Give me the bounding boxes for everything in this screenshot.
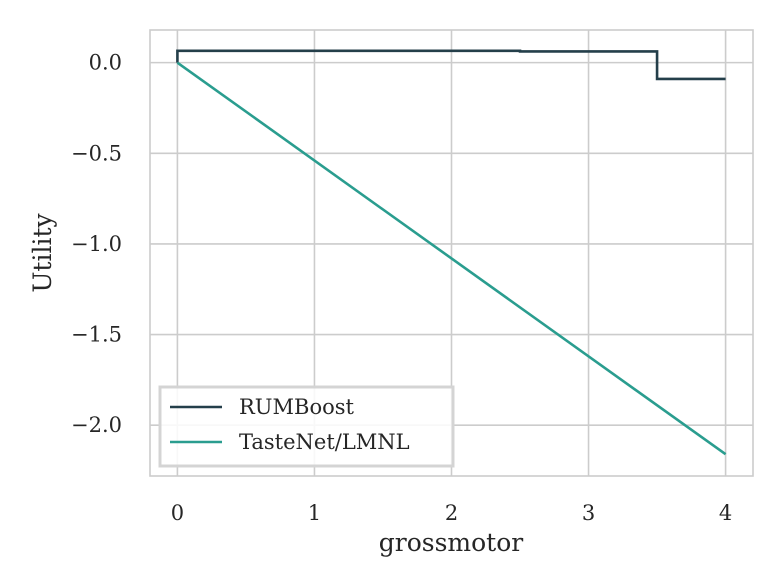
y-tick-label: −0.5 — [71, 141, 122, 165]
y-tick-label: −1.5 — [71, 323, 122, 347]
y-tick-label: −2.0 — [71, 413, 122, 437]
legend-label-tastenet-lmnl: TasteNet/LMNL — [239, 430, 410, 454]
x-tick-labels: 0 1 2 3 4 — [171, 501, 733, 525]
x-tick-label: 0 — [171, 501, 184, 525]
series-layer — [176, 49, 727, 456]
x-axis-title: grossmotor — [379, 528, 524, 557]
x-tick-label: 2 — [445, 501, 458, 525]
series-line-rumboost — [176, 49, 726, 81]
legend-label-rumboost: RUMBoost — [239, 395, 355, 419]
y-tick-labels: 0.0 −0.5 −1.0 −1.5 −2.0 — [71, 51, 122, 438]
y-axis-title: Utility — [28, 212, 57, 292]
x-tick-label: 3 — [582, 501, 595, 525]
y-tick-label: −1.0 — [71, 232, 122, 256]
legend: RUMBoost TasteNet/LMNL — [158, 385, 455, 468]
legend-box — [158, 385, 455, 468]
x-tick-label: 4 — [719, 501, 732, 525]
series-line-tastenet-lmnl — [176, 61, 727, 456]
x-tick-label: 1 — [308, 501, 321, 525]
y-tick-label: 0.0 — [89, 51, 122, 75]
